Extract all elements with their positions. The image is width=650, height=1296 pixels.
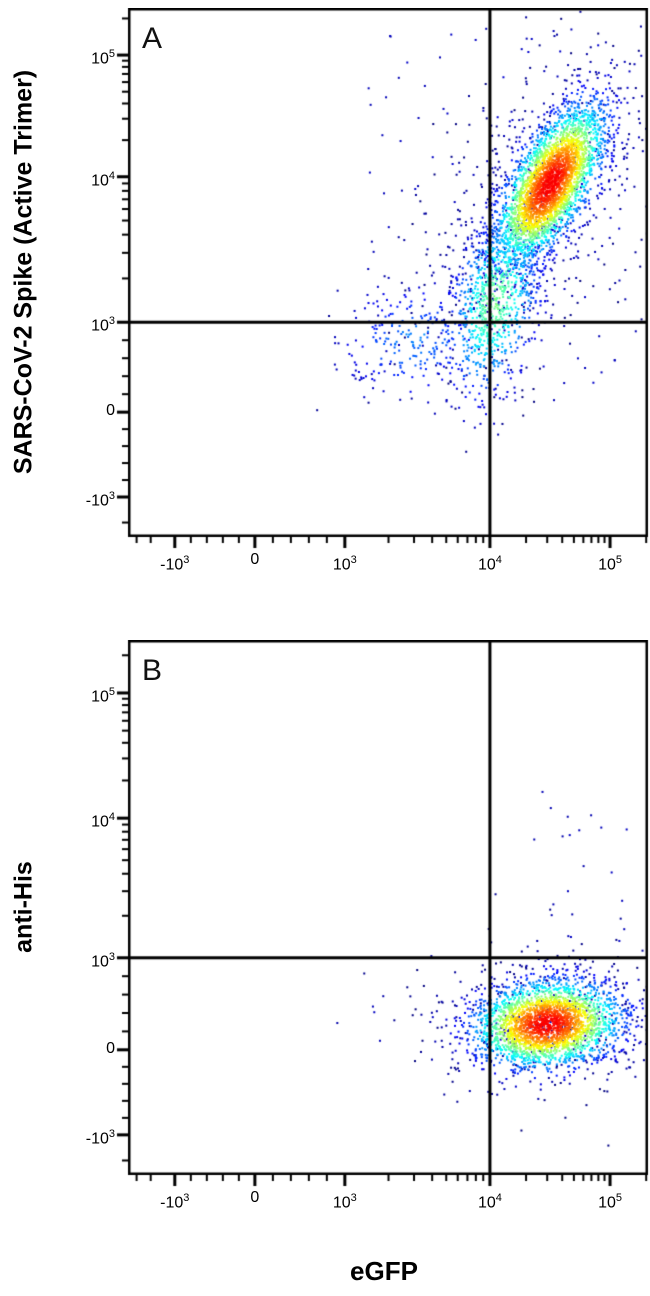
x-tick-label: 103 [332, 1192, 357, 1212]
y-tick-label: 0 [106, 1039, 115, 1057]
x-tick-label: 105 [598, 1192, 622, 1212]
x-tick-label: 104 [477, 1192, 502, 1212]
x-tick-label: 105 [598, 554, 622, 574]
panel-A-plot-canvas [112, 8, 650, 559]
y-tick-label: 105 [91, 685, 115, 706]
y-tick-label: 105 [91, 48, 115, 68]
x-tick-label: 0 [250, 551, 260, 568]
x-axis-title: eGFP [350, 1256, 418, 1286]
x-tick-label: -103 [160, 554, 190, 574]
y-axis-title-panel-b: anti-His [9, 861, 38, 953]
panel-B-plot-canvas [112, 640, 650, 1197]
y-tick-label: -103 [85, 490, 115, 510]
x-tick-label: 104 [477, 554, 502, 574]
y-tick-label: 103 [91, 315, 115, 335]
y-tick-label: 104 [91, 169, 115, 190]
x-tick-label: 103 [332, 554, 357, 574]
y-tick-label: -103 [85, 1127, 115, 1148]
x-tick-label: 0 [250, 1189, 260, 1206]
y-tick-label: 104 [91, 811, 115, 831]
y-axis-title-panel-a: SARS-CoV-2 Spike (Active Trimer) [9, 69, 38, 475]
y-tick-label: 0 [106, 402, 115, 420]
y-tick-label: 103 [91, 950, 115, 971]
x-tick-label: -103 [160, 1192, 190, 1212]
